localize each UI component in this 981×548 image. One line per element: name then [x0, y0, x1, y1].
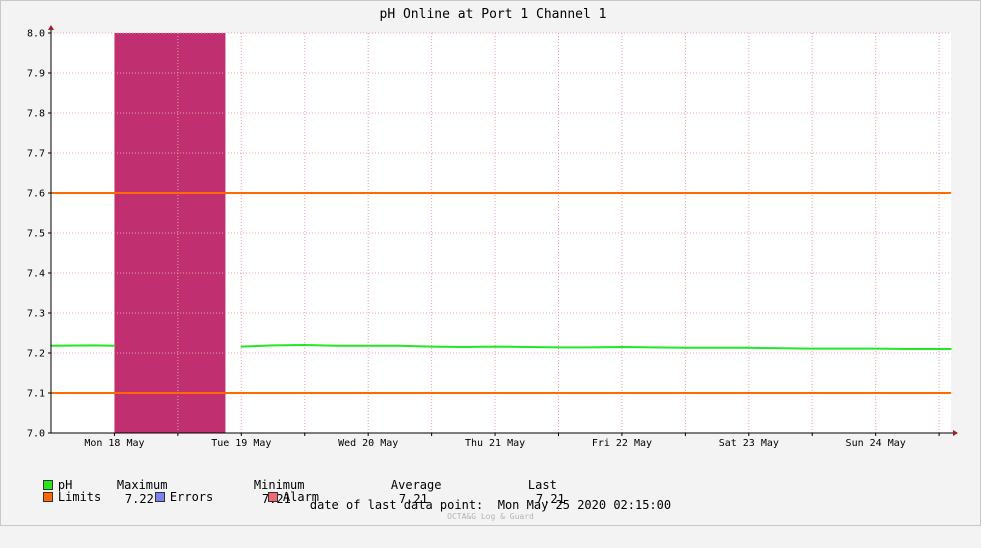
data-point [589, 347, 591, 349]
y-tick-label: 7.6 [27, 189, 45, 200]
data-point [780, 347, 782, 349]
x-tick-label: Sun 24 May [846, 438, 906, 449]
chart-title: pH Online at Port 1 Channel 1 [380, 7, 607, 22]
y-tick-label: 7.1 [27, 389, 45, 400]
y-tick-label: 7.9 [27, 69, 45, 80]
x-axis-arrow [953, 430, 958, 436]
data-point [685, 347, 687, 349]
data-point [875, 348, 877, 350]
data-point [367, 345, 369, 347]
alarm-period [114, 33, 225, 433]
last-data-point: date of last data point: Mon May 25 2020… [0, 498, 981, 512]
data-point [950, 348, 952, 350]
y-tick-label: 7.3 [27, 309, 45, 320]
y-tick-label: 7.2 [27, 349, 45, 360]
data-point [653, 347, 655, 349]
x-tick-label: Wed 20 May [338, 438, 398, 449]
data-point [748, 347, 750, 349]
data-point [843, 348, 845, 350]
y-tick-label: 8.0 [27, 29, 45, 40]
last-data-point-value: Mon May 25 2020 02:15:00 [498, 498, 671, 512]
x-tick-label: Mon 18 May [84, 438, 144, 449]
chart-canvas: pH Online at Port 1 Channel 1 7.0 7.1 7.2 7… [0, 0, 981, 526]
data-point [907, 348, 909, 350]
x-tick-label: Fri 22 May [592, 438, 652, 449]
data-point [558, 347, 560, 349]
data-point [811, 348, 813, 350]
data-point [399, 345, 401, 347]
legend-row-limits: Limits Errors Alarm [14, 476, 714, 490]
x-tick-label: Sat 23 May [719, 438, 779, 449]
y-axis-arrow [48, 25, 54, 30]
data-point [241, 346, 243, 348]
watermark: OCTA&G Log & Guard [0, 512, 981, 521]
data-point [526, 346, 528, 348]
y-tick-label: 7.4 [27, 269, 45, 280]
y-tick-label: 7.5 [27, 229, 45, 240]
x-tick-label: Tue 19 May [211, 438, 271, 449]
y-tick-label: 7.8 [27, 109, 45, 120]
last-data-point-label: date of last data point: [310, 498, 483, 512]
data-point [114, 345, 116, 347]
data-point [716, 347, 718, 349]
x-tick-label: Thu 21 May [465, 438, 525, 449]
data-point [431, 346, 433, 348]
data-point [272, 345, 274, 347]
data-point [494, 346, 496, 348]
data-point [621, 346, 623, 348]
data-point [336, 345, 338, 347]
data-point [463, 346, 465, 348]
y-tick-label: 7.0 [27, 429, 45, 440]
data-point [304, 344, 306, 346]
data-point [92, 345, 94, 347]
y-tick-label: 7.7 [27, 149, 45, 160]
